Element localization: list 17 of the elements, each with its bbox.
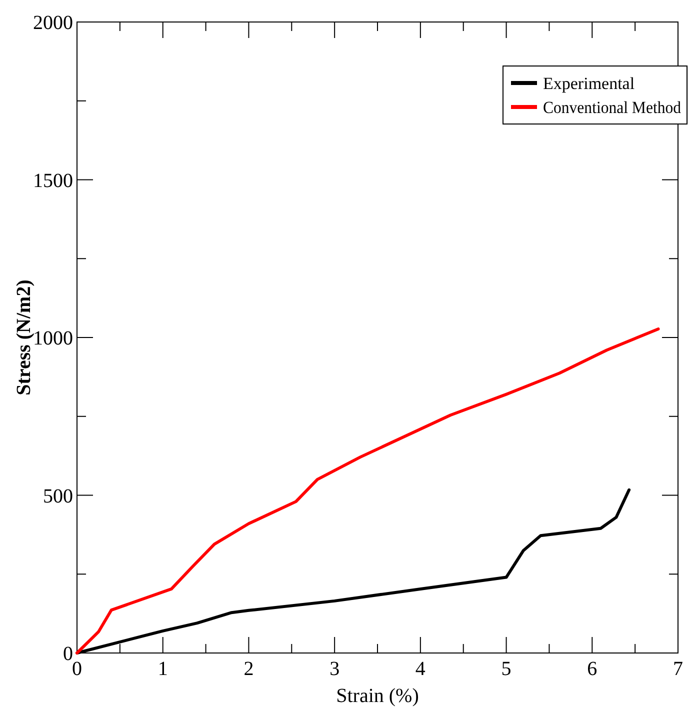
x-tick-label: 7 bbox=[673, 658, 683, 680]
y-axis-title: Stress (N/m2) bbox=[13, 280, 35, 396]
x-tick-label: 3 bbox=[330, 658, 340, 680]
y-tick-label: 0 bbox=[63, 643, 73, 665]
y-tick-label: 1000 bbox=[33, 328, 73, 350]
legend-label: Conventional Method bbox=[543, 98, 688, 117]
x-axis-title: Strain (%) bbox=[336, 685, 419, 707]
y-tick-label: 500 bbox=[43, 485, 73, 508]
line-series bbox=[76, 327, 660, 654]
legend-label: Experimental bbox=[543, 74, 635, 93]
x-tick-label: 1 bbox=[158, 658, 168, 680]
y-tick-label: 2000 bbox=[33, 12, 73, 34]
y-tick-label: 1500 bbox=[33, 170, 73, 192]
x-tick-label: 6 bbox=[587, 658, 598, 680]
x-tick-label: 5 bbox=[501, 658, 512, 680]
x-tick-label: 4 bbox=[415, 658, 426, 680]
x-tick-label: 2 bbox=[244, 658, 254, 680]
